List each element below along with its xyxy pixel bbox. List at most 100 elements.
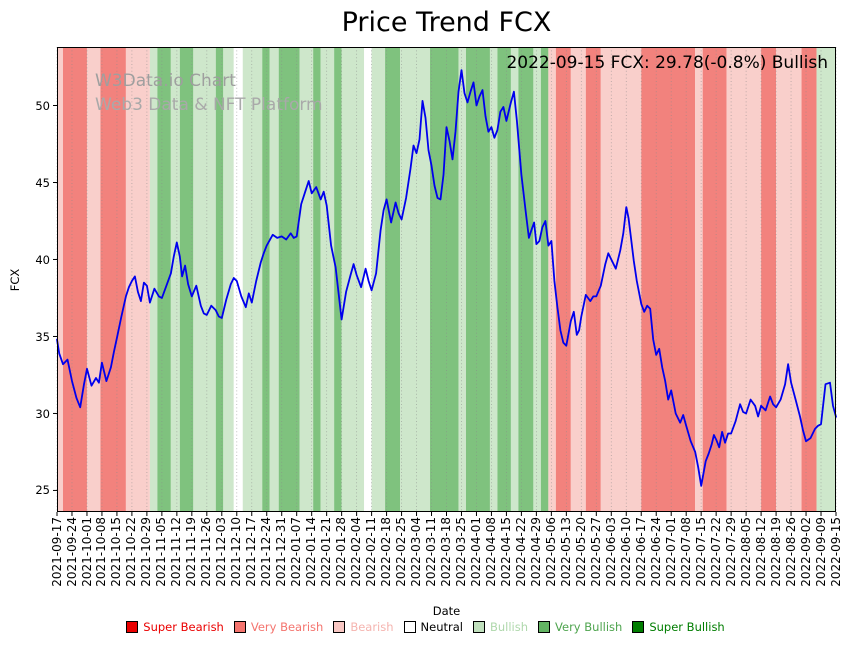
x-tick-label: 2021-10-22 [124,517,139,587]
x-tick-label: 2022-06-03 [603,517,618,587]
x-tick-label: 2022-04-22 [513,517,528,587]
x-tick-label: 2022-06-10 [618,517,633,587]
x-tick-label: 2022-06-24 [648,517,663,587]
x-tick-label: 2022-01-14 [304,517,319,587]
y-tick-label: 30 [35,406,50,421]
x-tick-label: 2022-03-18 [439,517,453,587]
x-tick-label: 2022-01-28 [334,517,349,587]
sentiment-band [371,47,386,512]
x-tick-label: 2021-12-31 [274,517,289,587]
legend-item: Super Bullish [632,620,725,634]
watermark: W3Data.io Chart Web3 Data & NFT Platform [95,69,323,117]
x-tick-label: 2022-01-21 [319,517,334,587]
x-tick-label: 2022-03-11 [424,517,438,587]
sentiment-band [320,47,335,512]
x-tick-label: 2021-12-03 [214,517,229,587]
x-tick-label: 2022-08-26 [783,517,798,587]
legend-item: Neutral [403,620,463,634]
sentiment-band [223,47,234,512]
x-tick-label: 2021-12-24 [259,517,274,587]
sentiment-band [86,47,101,512]
x-tick-label: 2022-07-29 [723,517,738,587]
sentiment-band [489,47,498,512]
sentiment-band [776,47,802,512]
legend-swatch [403,621,416,633]
sentiment-band [600,47,642,512]
sentiment-band [193,47,216,512]
axis-ticks [53,105,837,516]
y-tick-label: 40 [35,252,50,267]
legend-label: Neutral [420,620,463,634]
plot-border [57,47,836,512]
sentiment-band [170,47,180,512]
x-tick-label: 2022-09-02 [798,517,813,587]
x-tick-label: 2021-10-08 [94,517,109,587]
sentiment-band [341,47,365,512]
legend-item: Bullish [472,620,529,634]
x-tick-label: 2022-08-19 [768,517,783,587]
legend: Super Bearish Very Bearish Bearish Neutral B… [0,620,851,634]
sentiment-band [518,47,534,512]
sentiment-band [761,47,777,512]
legend-label: Bullish [489,620,529,634]
x-tick-label: 2022-09-09 [813,517,828,587]
x-tick-label: 2021-10-01 [79,517,94,587]
sentiment-band [385,47,401,512]
legend-swatch [538,621,551,633]
sentiment-band [215,47,224,512]
x-tick-label: 2021-09-24 [64,517,79,587]
x-tick-label: 2021-11-19 [184,517,199,587]
sentiment-band [555,47,571,512]
x-tick-label: 2022-05-06 [543,517,558,587]
x-tick-label: 2022-04-15 [498,517,513,587]
y-tick-label: 25 [35,483,50,498]
watermark-line2: Web3 Data & NFT Platform [95,95,323,115]
x-tick-label: 2022-05-20 [573,517,588,587]
sentiment-band [157,47,171,512]
legend-item: Very Bullish [538,620,622,634]
sentiment-band [548,47,556,512]
legend-label: Bearish [350,620,394,634]
price-annotation: 2022-09-15 FCX: 29.78(-0.8%) Bullish [506,53,828,73]
sentiment-band [585,47,601,512]
plot-area: W3Data.io Chart Web3 Data & NFT Platform… [53,47,837,516]
sentiment-band [149,47,158,512]
x-tick-label: 2022-06-17 [633,517,648,587]
chart-title: Price Trend FCX [341,7,552,38]
legend-label: Super Bullish [649,620,725,634]
x-tick-label: 2022-07-15 [693,517,708,587]
x-tick-label: 2022-03-04 [409,517,423,587]
x-tick-label: 2022-01-07 [289,517,304,587]
sentiment-band [533,47,541,512]
sentiment-band [641,47,696,512]
x-tick-label: 2022-02-18 [379,517,394,587]
sentiment-band [269,47,279,512]
x-tick-label: 2021-11-26 [199,517,214,587]
x-tick-label: 2022-02-11 [364,517,379,587]
sentiment-band [57,47,63,512]
x-tick-label: 2022-04-29 [528,517,543,587]
x-tick-label: 2022-07-01 [663,517,678,587]
x-tick-label: 2021-10-29 [139,517,154,587]
x-tick-label: 2022-09-15 [828,517,843,587]
x-tick-label: 2021-12-10 [229,517,244,587]
x-tick-label: 2021-09-17 [49,517,64,587]
x-tick-label: 2022-07-08 [678,517,693,587]
x-tick-label: 2022-04-01 [469,517,483,587]
sentiment-band [801,47,817,512]
y-tick-label: 45 [35,175,50,190]
price-line [56,69,837,487]
x-tick-label: 2022-02-04 [349,517,364,587]
sentiment-band [458,47,466,512]
x-tick-label: 2022-08-05 [738,517,753,587]
sentiment-band [695,47,703,512]
y-tick-label: 50 [35,98,50,113]
sentiment-band [430,47,459,512]
sentiment-band [299,47,314,512]
x-tick-label: 2021-11-12 [169,517,184,587]
legend-label: Super Bearish [143,620,224,634]
legend-swatch [472,621,485,633]
sentiment-band [510,47,519,512]
x-tick-label: 2022-04-08 [483,517,498,587]
